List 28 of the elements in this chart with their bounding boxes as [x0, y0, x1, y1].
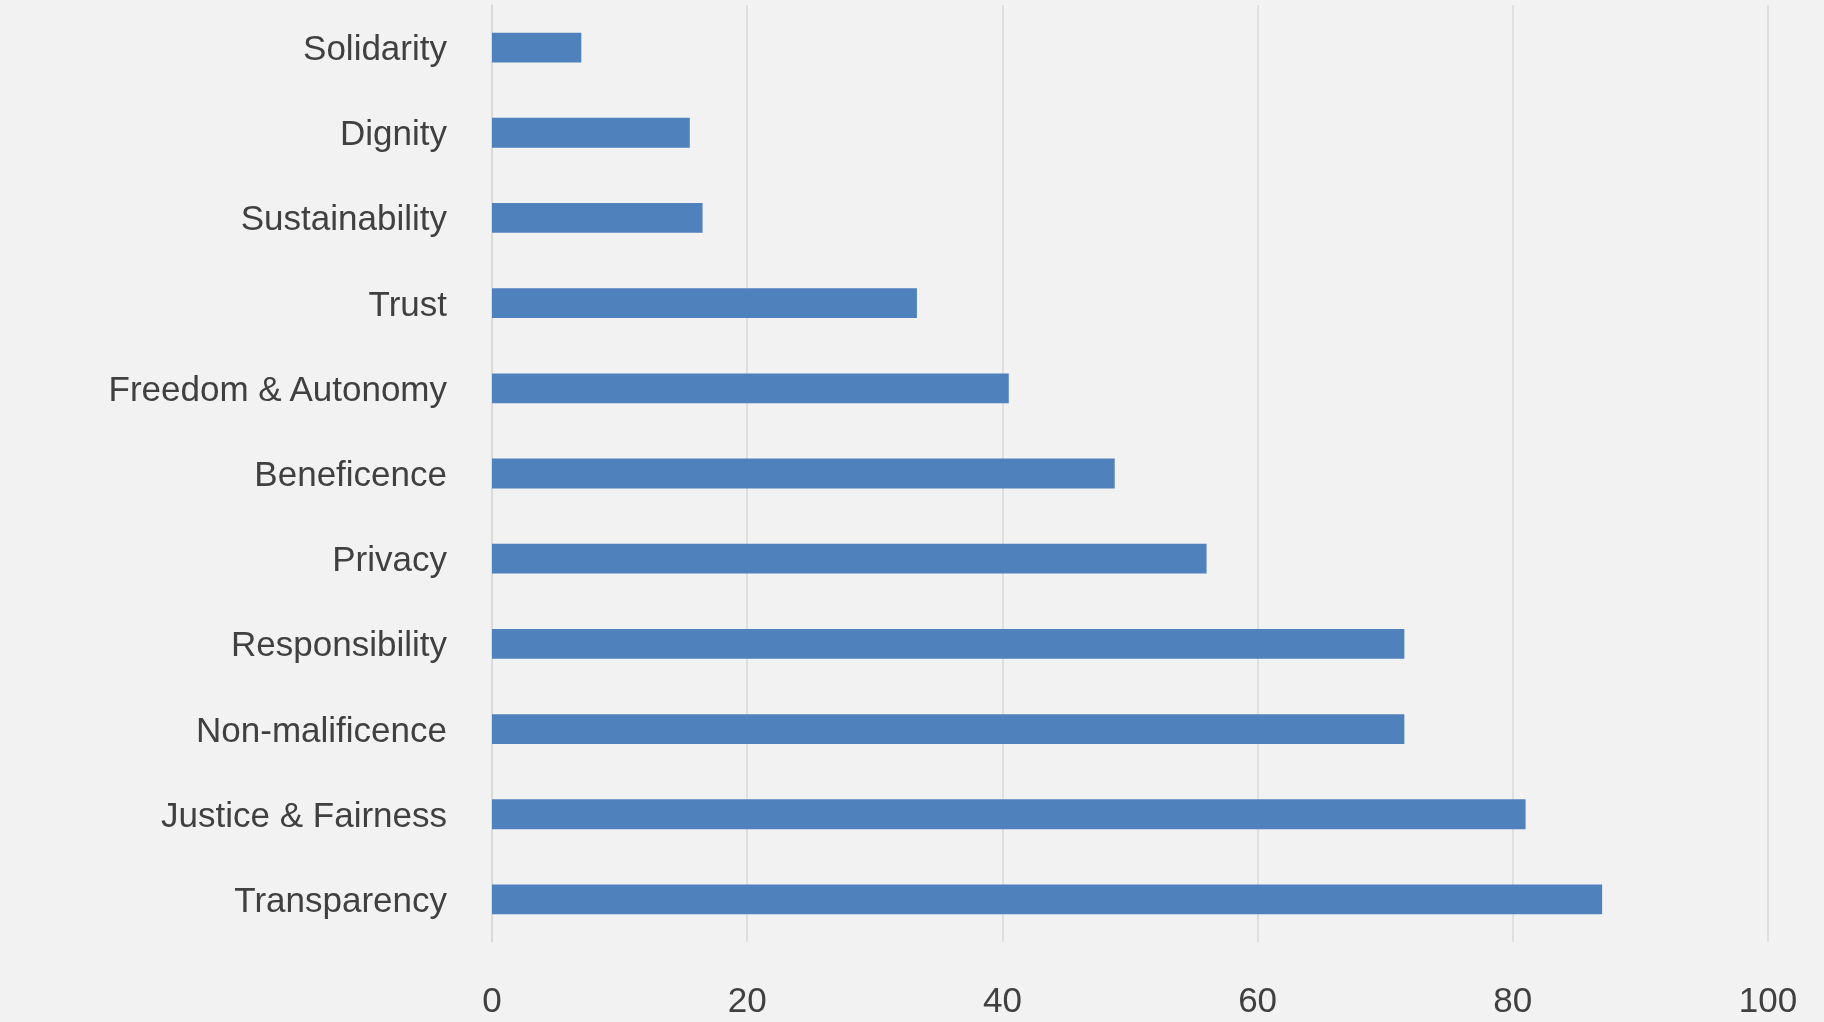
- y-tick-label: Freedom & Autonomy: [108, 368, 448, 408]
- y-tick-label: Sustainability: [240, 198, 448, 238]
- y-tick-label: Responsibility: [231, 624, 448, 664]
- x-tick-label: 20: [727, 980, 767, 1019]
- y-tick-label: Solidarity: [303, 28, 448, 68]
- y-tick-label: Trust: [368, 283, 448, 323]
- x-tick-label: 40: [982, 980, 1022, 1019]
- x-tick-label: 0: [482, 980, 502, 1019]
- x-tick-label: 100: [1738, 980, 1798, 1019]
- bar: [492, 884, 1603, 915]
- bar: [492, 458, 1115, 489]
- bar: [492, 373, 1009, 404]
- bar: [492, 32, 582, 63]
- x-tick-label: 60: [1238, 980, 1278, 1019]
- y-tick-label: Beneficence: [254, 454, 447, 493]
- bar: [492, 799, 1526, 830]
- bar: [492, 288, 917, 319]
- y-tick-label: Non-malificence: [196, 709, 447, 749]
- bar: [492, 714, 1405, 744]
- y-tick-label: Dignity: [340, 113, 448, 153]
- y-tick-label: Transparency: [234, 879, 448, 919]
- x-tick-label: 80: [1493, 980, 1533, 1019]
- bar: [492, 203, 703, 233]
- y-tick-label: Justice & Fairness: [161, 794, 447, 834]
- y-tick-label: Privacy: [332, 539, 448, 579]
- bar: [492, 543, 1207, 574]
- bar: [492, 628, 1405, 659]
- bar: [492, 117, 690, 148]
